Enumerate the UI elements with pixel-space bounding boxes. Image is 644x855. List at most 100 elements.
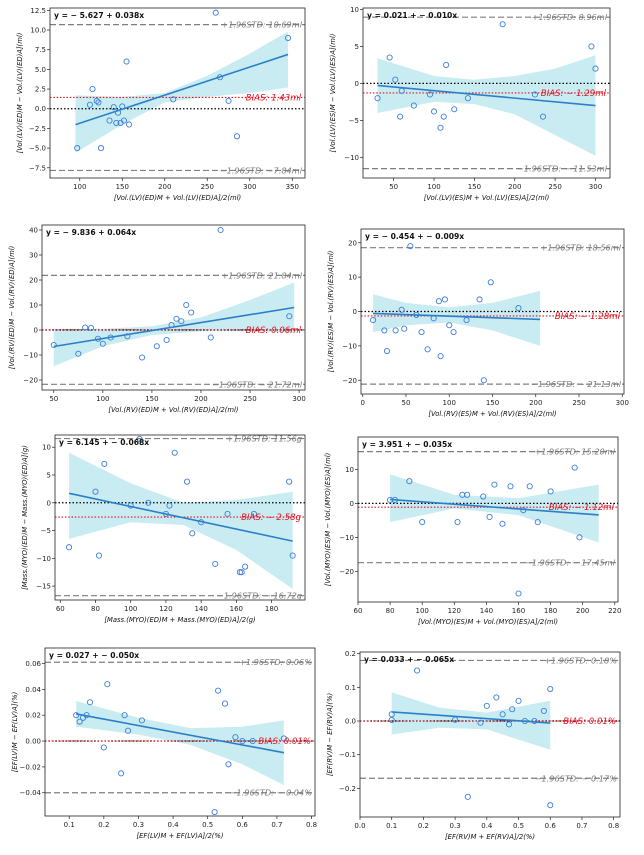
x-tick-label: 250 [201, 183, 214, 191]
data-point [66, 544, 73, 551]
data-point [418, 329, 425, 336]
plot-frame [357, 436, 619, 603]
data-point [435, 298, 442, 305]
y-axis-label: [Vol.(RV)(ED)M − Vol.(RV)(ED)A](ml) [8, 246, 16, 370]
regression-line [390, 498, 599, 516]
data-point [499, 711, 506, 718]
x-tick-label: 80 [386, 607, 395, 615]
data-point [413, 311, 420, 318]
data-point [189, 530, 196, 537]
data-point [89, 86, 96, 93]
data-point [491, 481, 498, 488]
regression-equation: y = 0.027 + − 0.050x [49, 651, 139, 660]
data-point [576, 534, 583, 541]
data-point [392, 76, 399, 83]
x-tick-label: 200 [529, 399, 542, 407]
data-point [486, 513, 493, 520]
x-tick-label: 120 [448, 607, 461, 615]
upper-limit-label: +1.96STD: 11.56g [226, 434, 302, 444]
plot-frame [359, 651, 621, 818]
bias-label: BIAS: 1.43ml [246, 93, 302, 103]
y-tick-label: 0 [353, 308, 357, 316]
y-tick-label: 10 [345, 466, 354, 474]
data-point [521, 717, 528, 725]
data-point [125, 727, 132, 734]
data-point [446, 322, 453, 329]
y-tick-label: 0.00 [25, 738, 41, 746]
data-point [74, 145, 81, 152]
data-point [588, 43, 595, 50]
x-tick-label: 160 [230, 605, 243, 613]
data-point [173, 315, 180, 322]
bias-label: BIAS: − 2.58g [241, 513, 301, 523]
x-tick-label: 50 [389, 183, 398, 191]
y-tick-label: 0.02 [25, 712, 41, 720]
data-point [170, 96, 177, 103]
data-point [97, 145, 105, 152]
y-tick-label: −5.0 [29, 145, 46, 153]
data-point [242, 563, 249, 570]
y-tick-label: 0.1 [345, 684, 356, 692]
data-point [221, 700, 229, 707]
x-tick-label: 300 [243, 183, 256, 191]
y-tick-label: 5 [47, 472, 51, 480]
data-point [507, 483, 514, 490]
y-tick-label: −2.5 [29, 125, 46, 133]
x-tick-label: 140 [194, 605, 207, 613]
data-point [118, 770, 125, 777]
y-axis-label: [Vol.(MYO)(ES)M − Vol.(MYO)(ES)A](ml) [324, 453, 332, 587]
regression-equation: y = 0.021 + − 0.010x [367, 11, 457, 20]
lower-limit-label: −1.96STD: − 17.45ml [525, 558, 616, 568]
x-tick-label: 0.6 [545, 822, 557, 830]
data-point [571, 464, 578, 471]
data-point [280, 735, 287, 742]
lower-limit-label: −1.96STD: − 16.72g [217, 591, 302, 601]
regression-equation: y = 6.145 + − 0.068x [59, 438, 149, 447]
data-point [236, 569, 243, 576]
data-point [480, 377, 487, 384]
y-tick-label: 10.0 [30, 27, 46, 35]
data-point [437, 124, 444, 131]
y-tick-label: 0.0 [345, 718, 356, 726]
x-tick-label: 0.4 [168, 821, 180, 829]
y-tick-label: 10 [29, 302, 38, 310]
regression-line [75, 53, 289, 126]
y-tick-label: 10 [42, 444, 51, 452]
y-tick-label: 30 [29, 252, 38, 260]
lower-limit-label: −1.96STD: − 0.04% [230, 788, 313, 798]
regression-equation: y = − 0.454 + − 0.009x [365, 232, 464, 241]
y-tick-label: −10 [342, 342, 357, 350]
x-tick-label: 0.1 [64, 821, 75, 829]
data-point [99, 340, 106, 347]
data-point [515, 697, 522, 704]
data-point [451, 106, 458, 113]
data-point [166, 502, 173, 509]
y-tick-label: −10 [23, 352, 38, 360]
data-point [138, 717, 145, 724]
x-tick-label: 300 [589, 183, 602, 191]
data-point [249, 737, 256, 745]
y-tick-label: 10 [348, 274, 357, 282]
x-tick-label: 100 [443, 399, 456, 407]
y-tick-label: −20 [339, 568, 354, 576]
data-point [547, 685, 554, 693]
data-point [406, 478, 413, 485]
x-tick-label: 0.1 [386, 822, 397, 830]
data-point [126, 121, 133, 128]
chart-panel-ef-lv: 0.1 0.2 0.3 0.4 0.5 0.6 0.7 0.8 −0.04 −0.02 0.00 0.… [11, 647, 317, 840]
y-axis-label: [Vol.(LV)(ED)M − Vol.(LV)(ED)A](ml) [16, 33, 24, 154]
y-tick-label: 0.0 [35, 105, 46, 113]
y-tick-label: 0.2 [345, 650, 356, 658]
data-point [414, 667, 421, 674]
data-point [168, 321, 175, 329]
x-tick-label: 150 [486, 399, 499, 407]
data-point [107, 334, 114, 341]
chart-panel-ef-rv: 0.0 0.1 0.2 0.3 0.4 0.5 0.6 0.7 0.8 −0.2 −0.1 0.0 0.… [326, 650, 621, 841]
data-point [233, 133, 241, 140]
x-tick-label: 0.4 [481, 822, 493, 830]
y-axis-label: [Vol.(RV)(ES)M − Vol.(RV)(ES)A](ml) [327, 251, 335, 373]
data-point [95, 99, 102, 106]
lower-limit-label: −1.96STD: − 11.53ml [517, 164, 608, 174]
x-axis-label: [Vol.(RV)(ES)M + Vol.(RV)(ES)A]/2(ml) [428, 410, 556, 418]
data-point [153, 343, 160, 350]
